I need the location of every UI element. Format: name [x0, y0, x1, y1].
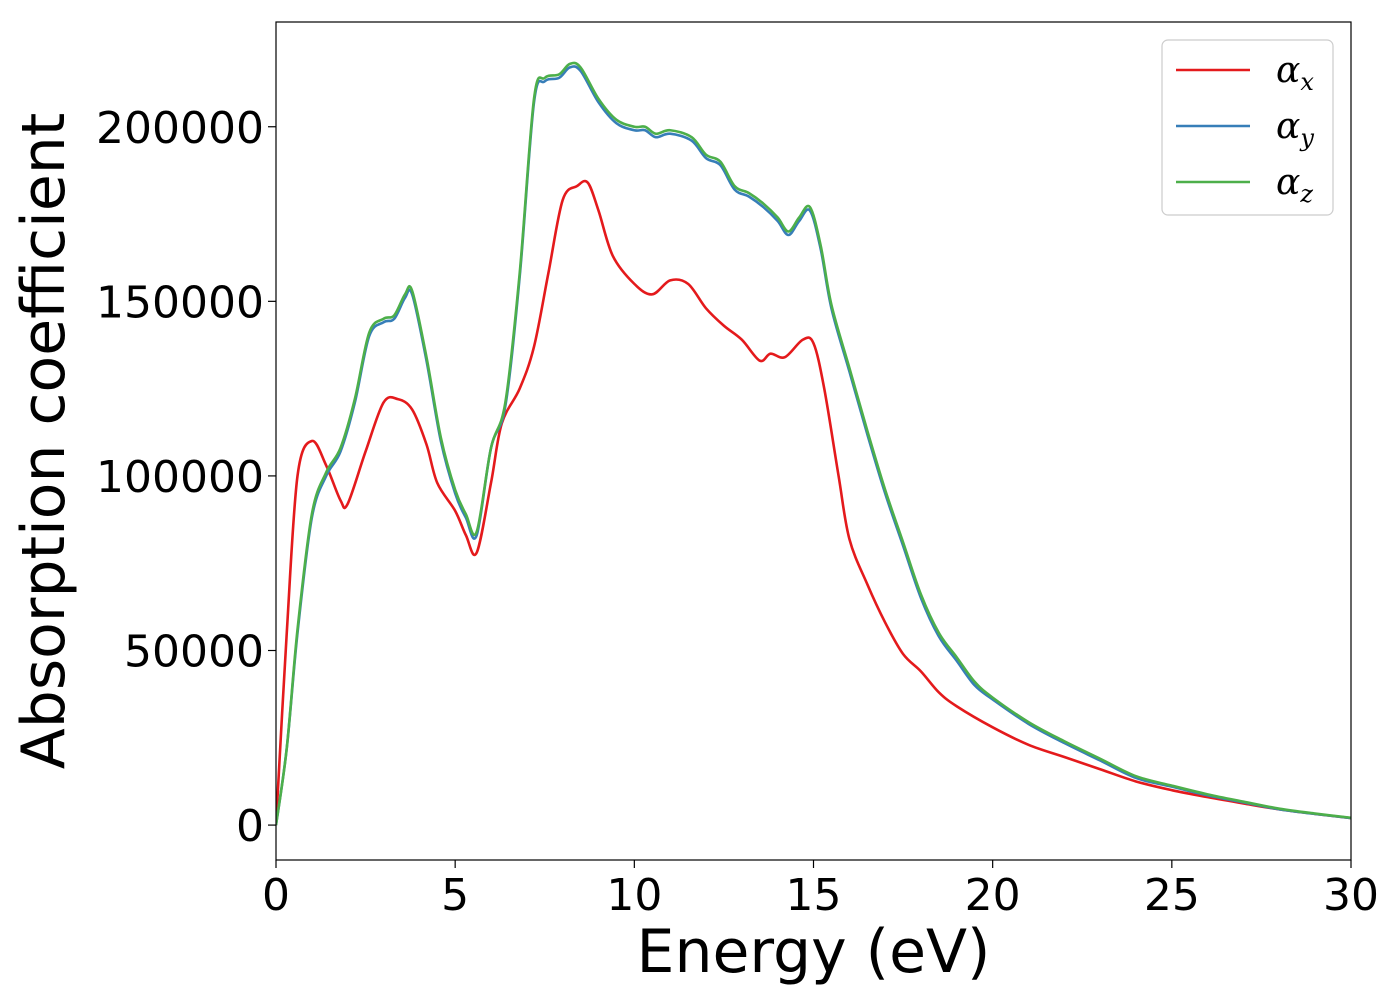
series-line-x — [276, 179, 1351, 826]
y-tick-label: 100000 — [96, 452, 264, 503]
legend-label: αx — [1276, 50, 1314, 96]
x-tick-label: 15 — [786, 870, 842, 921]
y-tick-label: 0 — [236, 801, 264, 852]
y-tick-label: 50000 — [124, 627, 264, 678]
x-tick-label: 30 — [1323, 870, 1379, 921]
x-tick-label: 25 — [1144, 870, 1200, 921]
y-tick-label: 200000 — [96, 103, 264, 154]
x-axis-label: Energy (eV) — [637, 917, 991, 987]
series-layer — [276, 61, 1351, 826]
series-line-z — [276, 61, 1351, 826]
y-tick-label: 150000 — [96, 277, 264, 328]
x-tick-label: 5 — [441, 870, 469, 921]
series-line-y — [276, 65, 1351, 826]
x-tick-label: 10 — [606, 870, 662, 921]
x-axis: 0 5 10 15 20 25 30 — [262, 860, 1379, 921]
y-axis: 0 50000 100000 150000 200000 — [96, 103, 276, 852]
legend-label: αy — [1276, 106, 1314, 152]
x-tick-label: 0 — [262, 870, 290, 921]
y-axis-label: Absorption coefficient — [9, 113, 79, 770]
legend-box — [1161, 39, 1334, 216]
x-tick-label: 20 — [965, 870, 1021, 921]
